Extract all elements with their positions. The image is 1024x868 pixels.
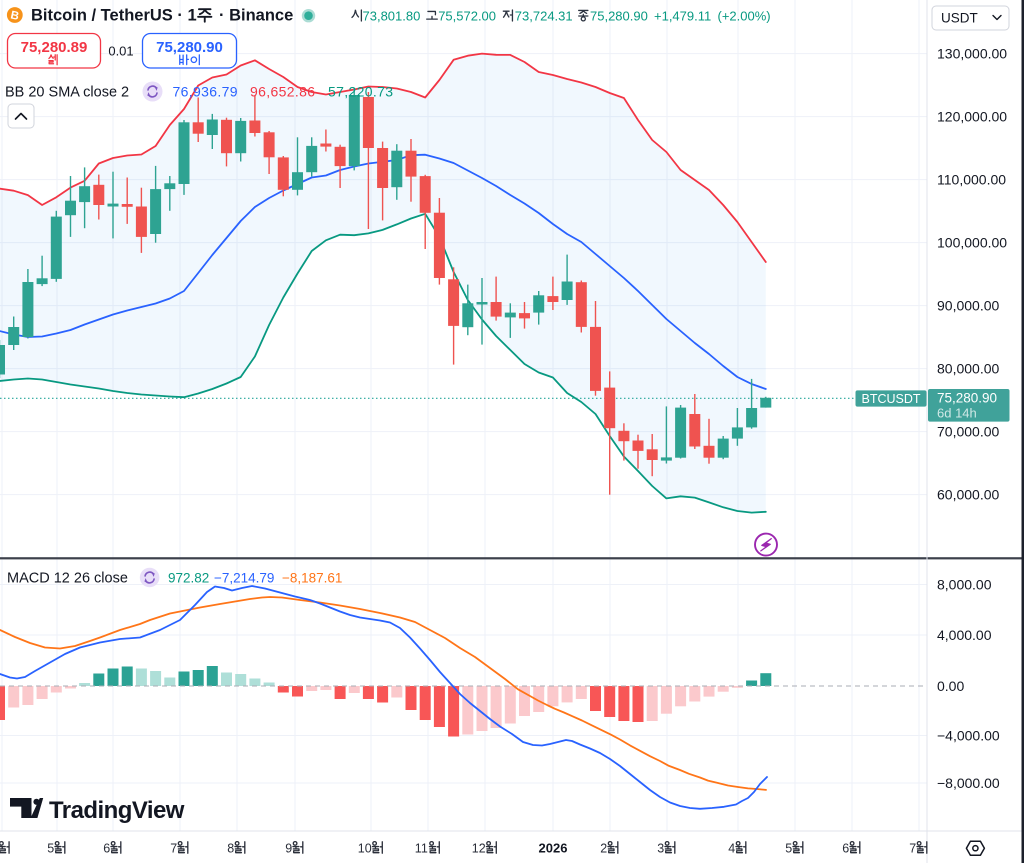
svg-text:57,220.73: 57,220.73 — [328, 84, 393, 100]
svg-text:4: 4 — [728, 842, 735, 856]
svg-text:7: 7 — [170, 842, 177, 856]
svg-text:7: 7 — [909, 842, 916, 856]
svg-text:2026: 2026 — [539, 841, 568, 856]
svg-text:· Binance: · Binance — [219, 7, 293, 25]
svg-text:60,000.00: 60,000.00 — [937, 486, 999, 502]
svg-text:70,000.00: 70,000.00 — [937, 423, 999, 439]
svg-text:96,652.86: 96,652.86 — [250, 84, 315, 100]
svg-text:75,280.89: 75,280.89 — [21, 39, 88, 56]
svg-text:6: 6 — [842, 842, 849, 856]
svg-text:130,000.00: 130,000.00 — [937, 45, 1007, 61]
svg-text:80,000.00: 80,000.00 — [937, 360, 999, 376]
svg-text:Bitcoin / TetherUS · 1: Bitcoin / TetherUS · 1 — [31, 7, 197, 25]
svg-text:110,000.00: 110,000.00 — [937, 171, 1006, 187]
svg-text:8,000.00: 8,000.00 — [937, 576, 992, 592]
svg-text:76,936.79: 76,936.79 — [173, 84, 238, 100]
svg-text:10: 10 — [358, 842, 372, 856]
svg-text:12: 12 — [472, 842, 486, 856]
svg-text:73,801.80: 73,801.80 — [363, 9, 421, 24]
svg-text:3: 3 — [657, 842, 664, 856]
svg-text:120,000.00: 120,000.00 — [937, 108, 1007, 124]
svg-text:USDT: USDT — [941, 11, 978, 26]
svg-text:5: 5 — [47, 842, 54, 856]
svg-text:−4,000.00: −4,000.00 — [937, 727, 1000, 743]
svg-text:75,280.90: 75,280.90 — [156, 39, 223, 56]
svg-text:100,000.00: 100,000.00 — [937, 234, 1007, 250]
svg-text:73,724.31: 73,724.31 — [515, 9, 573, 24]
svg-text:BTCUSDT: BTCUSDT — [861, 392, 920, 406]
svg-text:−7,214.79: −7,214.79 — [214, 571, 274, 586]
svg-text:6d 14h: 6d 14h — [937, 406, 977, 421]
svg-text:TradingView: TradingView — [49, 797, 185, 824]
svg-text:75,280.90: 75,280.90 — [590, 9, 648, 24]
svg-text:2: 2 — [600, 842, 607, 856]
svg-text:MACD 12 26 close: MACD 12 26 close — [7, 571, 128, 587]
svg-text:6: 6 — [103, 842, 110, 856]
svg-text:−8,187.61: −8,187.61 — [282, 571, 342, 586]
svg-text:972.82: 972.82 — [168, 571, 209, 586]
svg-text:8: 8 — [227, 842, 234, 856]
svg-text:+1,479.11: +1,479.11 — [654, 9, 711, 24]
svg-text:(+2.00%): (+2.00%) — [718, 9, 771, 24]
svg-text:0.00: 0.00 — [937, 678, 964, 694]
svg-text:4,000.00: 4,000.00 — [937, 627, 992, 643]
svg-text:BB 20 SMA close 2: BB 20 SMA close 2 — [5, 85, 129, 101]
svg-text:9: 9 — [285, 842, 292, 856]
svg-text:90,000.00: 90,000.00 — [937, 297, 999, 313]
svg-text:5: 5 — [785, 842, 792, 856]
svg-text:75,280.90: 75,280.90 — [937, 391, 997, 406]
svg-text:75,572.00: 75,572.00 — [438, 9, 496, 24]
svg-text:−8,000.00: −8,000.00 — [937, 775, 1000, 791]
svg-text:11: 11 — [415, 842, 428, 856]
svg-text:0.01: 0.01 — [108, 44, 133, 59]
